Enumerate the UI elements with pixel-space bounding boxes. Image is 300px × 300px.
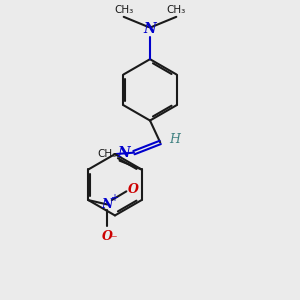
Text: CH₃: CH₃ — [114, 5, 133, 15]
Text: O: O — [102, 230, 113, 243]
Text: CH₃: CH₃ — [98, 149, 117, 159]
Text: ⁻: ⁻ — [110, 233, 117, 246]
Text: N: N — [144, 22, 156, 36]
Text: +: + — [110, 193, 118, 203]
Text: N: N — [117, 146, 130, 160]
Text: CH₃: CH₃ — [167, 5, 186, 15]
Text: H: H — [169, 133, 180, 146]
Text: O: O — [128, 183, 139, 196]
Text: N: N — [102, 198, 113, 211]
